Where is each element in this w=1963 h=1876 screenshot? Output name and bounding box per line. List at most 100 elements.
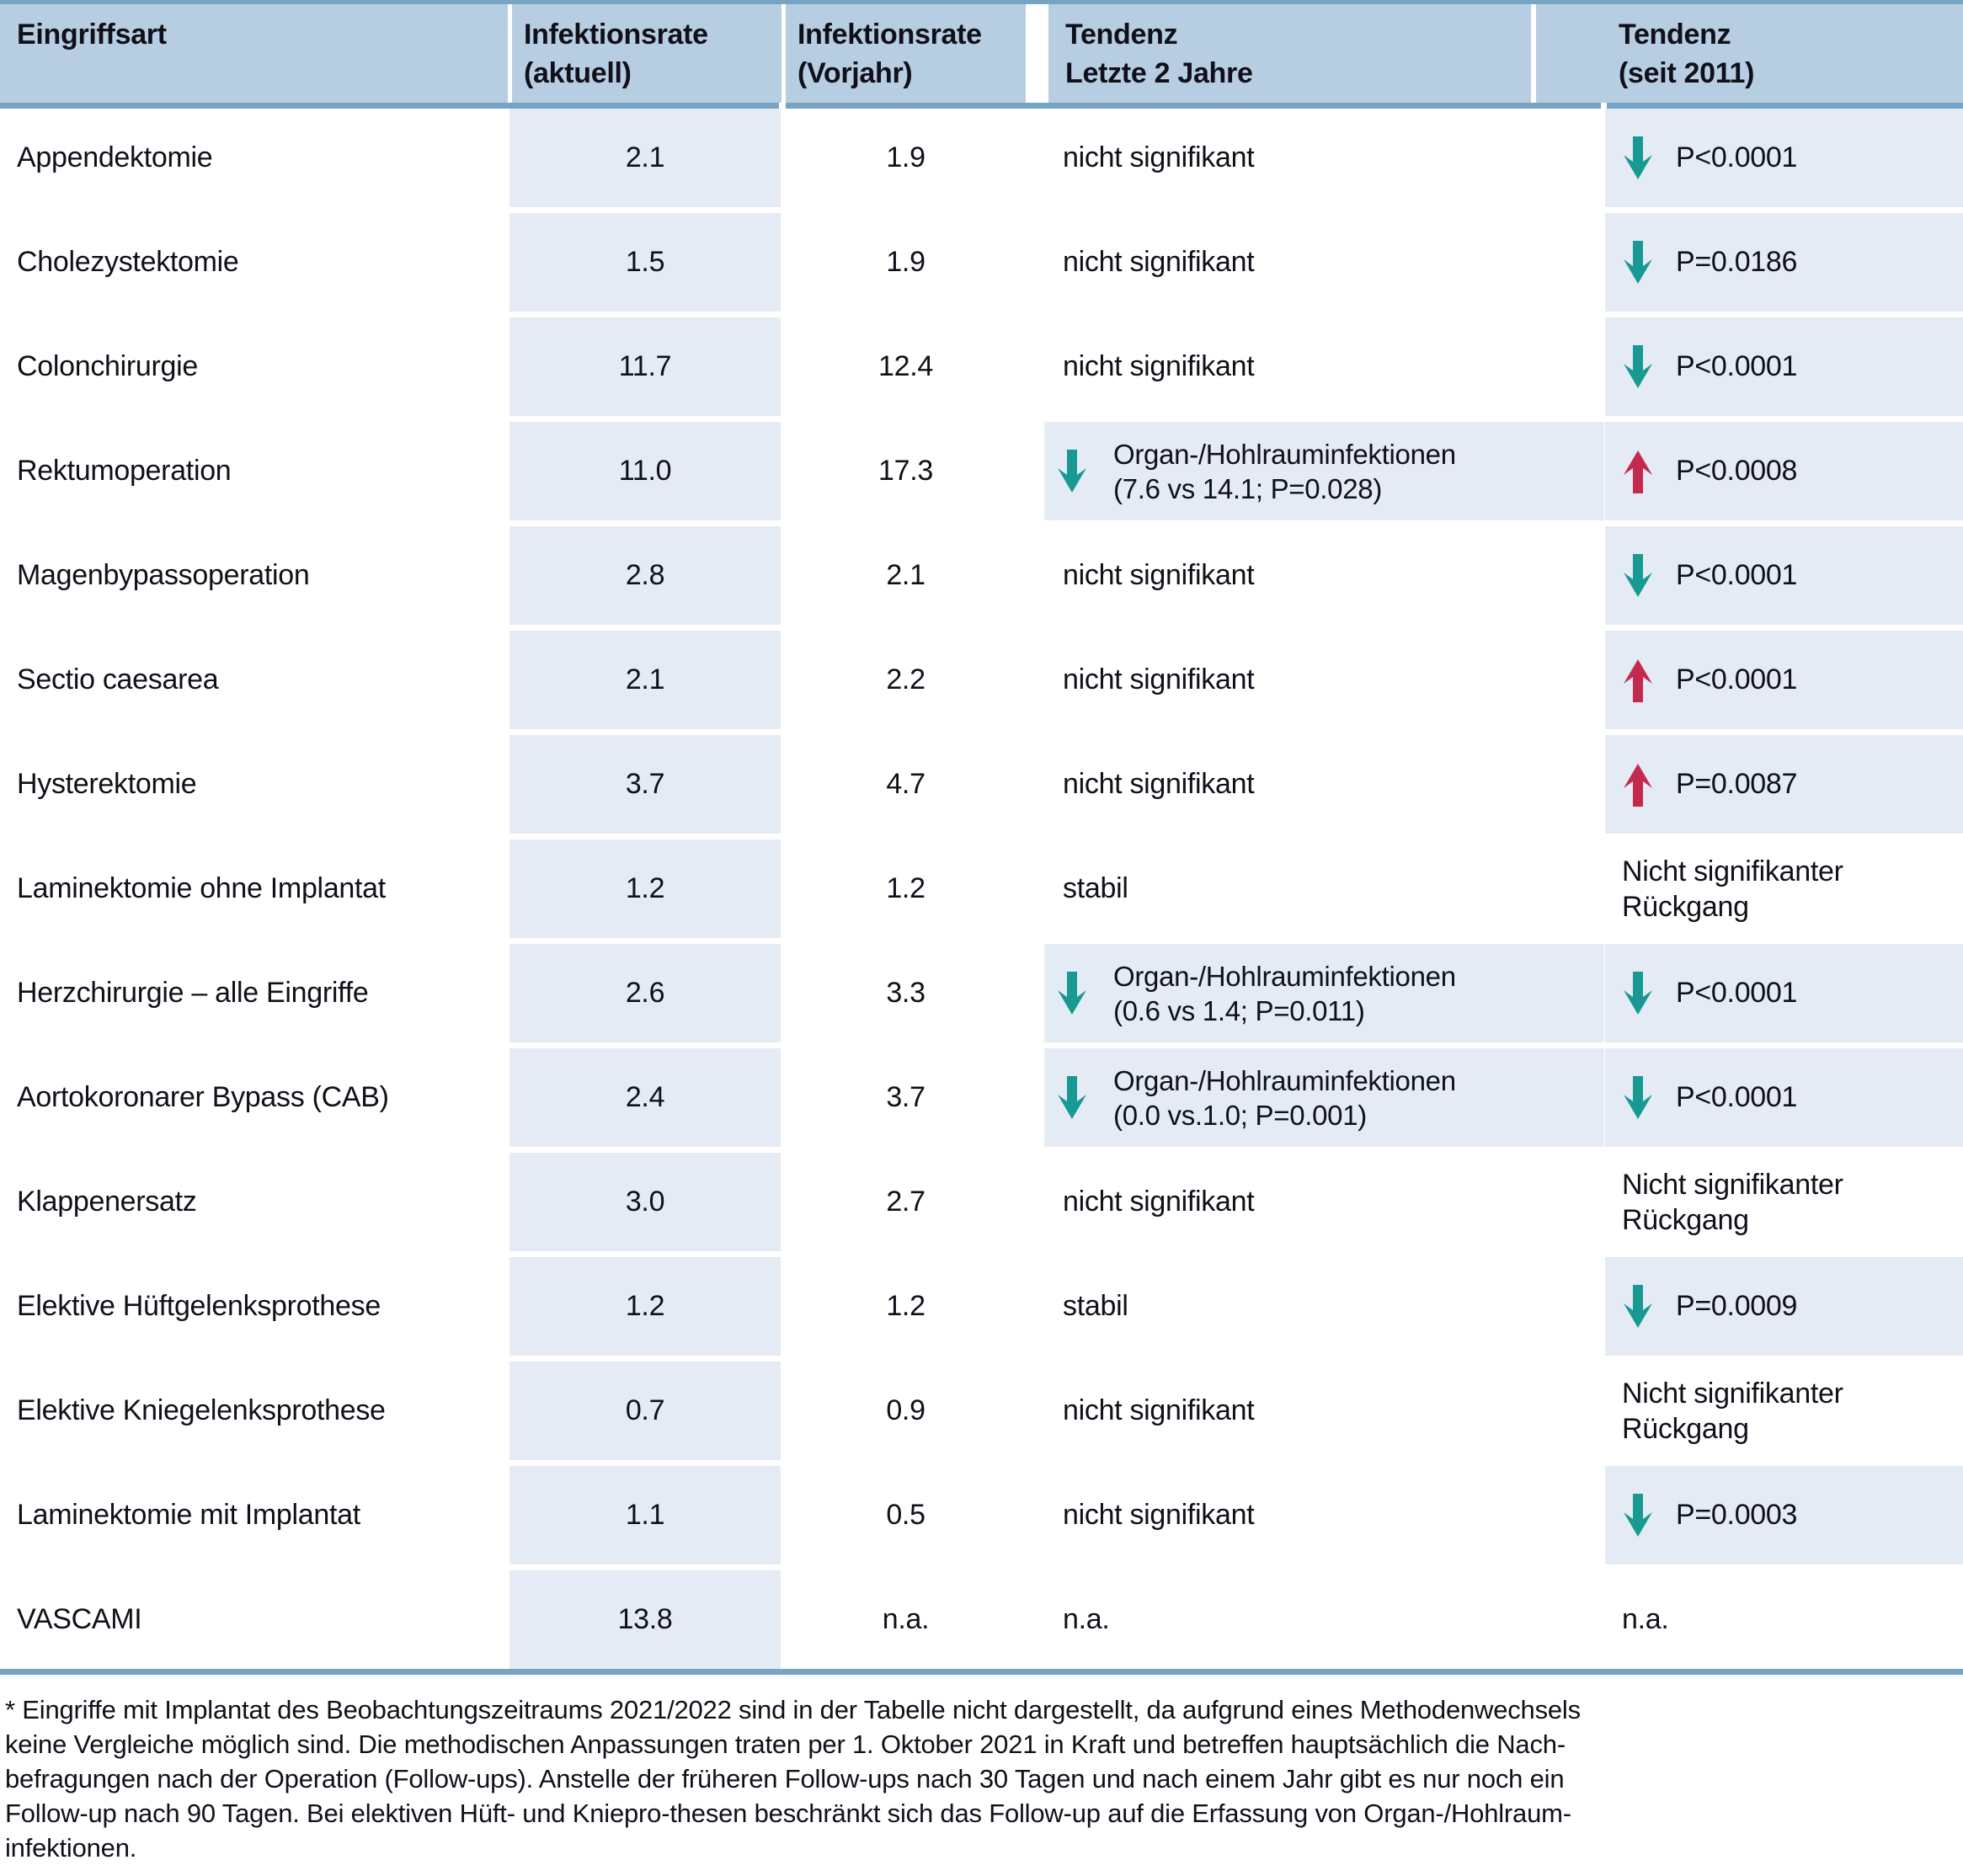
trend-text: P<0.0001 [1676, 664, 1798, 696]
trend-text: P<0.0001 [1676, 1081, 1798, 1113]
footnote-line: keine Vergleiche möglich sind. Die metho… [5, 1729, 1566, 1759]
trend-down-icon [1624, 553, 1652, 597]
trend-2years-cell: nicht signifikant [1044, 631, 1604, 729]
infection-rate-current-cell: 2.1 [509, 631, 781, 729]
column-header-rate-previous: Infektionsrate (Vorjahr) [786, 4, 1026, 103]
column-header-procedure: Eingriffsart [0, 4, 508, 103]
trend-text: P<0.0008 [1676, 455, 1798, 487]
trend-2years-cell: nicht signifikant [1044, 109, 1604, 207]
trend-down-icon [1624, 1284, 1652, 1328]
trend-text: P<0.0001 [1676, 141, 1798, 173]
trend-down-icon [1624, 344, 1652, 388]
infection-rate-previous-cell: 2.2 [786, 631, 1026, 729]
trend-text: nicht signifikant [1063, 350, 1255, 382]
table-row: Herzchirurgie – alle Eingriffe 2.6 3.3 O… [0, 944, 1963, 1042]
infection-rate-previous-cell: 12.4 [786, 317, 1026, 416]
table-row: Cholezystektomie 1.5 1.9 nicht signifika… [0, 213, 1963, 312]
trend-2years-cell: nicht signifikant [1044, 317, 1604, 416]
procedure-name: Cholezystektomie [17, 246, 239, 278]
infection-rate-current-value: 2.8 [625, 559, 665, 591]
trend-text: nicht signifikant [1063, 246, 1255, 278]
procedure-name: Laminektomie mit Implantat [17, 1499, 360, 1531]
infection-rate-current-value: 2.4 [625, 1081, 665, 1113]
infection-rate-current-value: 11.7 [618, 350, 672, 382]
trend-2years-cell: nicht signifikant [1044, 213, 1604, 312]
table-body: Appendektomie 2.1 1.9 nicht signifikant … [0, 109, 1963, 1669]
infection-rate-previous-value: 0.9 [886, 1394, 925, 1426]
column-header-label: Tendenz [1619, 19, 1731, 51]
trend-down-icon [1058, 449, 1086, 493]
infection-rate-current-cell: 2.6 [509, 944, 781, 1042]
trend-text: n.a. [1622, 1603, 1669, 1635]
infection-rate-previous-value: 4.7 [886, 768, 925, 800]
trend-since-2011-cell: P<0.0001 [1605, 631, 1963, 729]
trend-down-icon [1624, 1075, 1652, 1119]
infection-rate-previous-cell: 1.2 [786, 1257, 1026, 1356]
trend-since-2011-cell: P=0.0186 [1605, 213, 1963, 312]
trend-text: P=0.0087 [1676, 768, 1798, 800]
column-header-label: Letzte 2 Jahre [1065, 57, 1253, 89]
trend-2years-cell: Organ-/Hohlrauminfektionen (0.6 vs 1.4; P… [1044, 944, 1604, 1042]
trend-text: Nicht signifikanter Rückgang [1622, 1377, 1843, 1445]
procedure-name: Magenbypassoperation [17, 559, 310, 591]
table-row: Laminektomie mit Implantat 1.1 0.5 nicht… [0, 1466, 1963, 1564]
trend-since-2011-cell: Nicht signifikanter Rückgang [1605, 1153, 1963, 1251]
trend-text: Organ-/Hohlrauminfektionen (0.0 vs.1.0; P… [1113, 1064, 1456, 1131]
trend-text: nicht signifikant [1063, 559, 1255, 591]
trend-2years-cell: Organ-/Hohlrauminfektionen (7.6 vs 14.1; … [1044, 422, 1604, 520]
column-header-trend-2011: Tendenz (seit 2011) [1536, 4, 1963, 103]
table-row: Hysterektomie 3.7 4.7 nicht signifikant … [0, 735, 1963, 834]
table-row: Magenbypassoperation 2.8 2.1 nicht signi… [0, 526, 1963, 625]
infection-rate-current-cell: 3.7 [509, 735, 781, 834]
infection-rate-previous-cell: n.a. [786, 1570, 1026, 1669]
trend-down-icon [1624, 971, 1652, 1015]
trend-up-icon [1624, 658, 1652, 702]
infection-rate-previous-value: 2.2 [886, 664, 925, 696]
infection-rate-current-value: 3.0 [625, 1186, 665, 1218]
trend-text: P=0.0186 [1676, 246, 1798, 278]
trend-since-2011-cell: P<0.0001 [1605, 526, 1963, 625]
trend-since-2011-cell: P<0.0001 [1605, 317, 1963, 416]
procedure-name: Sectio caesarea [17, 664, 219, 696]
trend-text: P<0.0001 [1676, 977, 1798, 1009]
infection-rate-current-value: 11.0 [618, 455, 672, 487]
trend-text: stabil [1063, 1290, 1128, 1322]
infection-rate-current-value: 1.2 [625, 1290, 665, 1322]
trend-text: Organ-/Hohlrauminfektionen (0.6 vs 1.4; P… [1113, 960, 1456, 1026]
infection-rate-previous-cell: 1.2 [786, 839, 1026, 938]
column-header-label: (seit 2011) [1619, 57, 1755, 89]
infection-rate-current-value: 1.1 [625, 1499, 665, 1531]
infection-rate-previous-value: 12.4 [878, 350, 933, 382]
trend-2years-cell: nicht signifikant [1044, 526, 1604, 625]
trend-2years-cell: stabil [1044, 839, 1604, 938]
trend-text: P<0.0001 [1676, 559, 1798, 591]
trend-text: nicht signifikant [1063, 141, 1255, 173]
trend-up-icon [1624, 763, 1652, 807]
trend-2years-cell: nicht signifikant [1044, 1362, 1604, 1460]
infection-rate-current-cell: 2.4 [509, 1048, 781, 1147]
trend-text: nicht signifikant [1063, 1394, 1255, 1426]
infection-rate-previous-cell: 3.7 [786, 1048, 1026, 1147]
infection-rate-current-cell: 2.1 [509, 109, 781, 207]
infection-rate-current-value: 2.1 [625, 664, 665, 696]
infection-rate-previous-value: 1.2 [886, 872, 925, 904]
footnote-line: Follow-up nach 90 Tagen. Bei elektiven H… [5, 1799, 1571, 1828]
table-row: Appendektomie 2.1 1.9 nicht signifikant … [0, 109, 1963, 207]
trend-2years-cell: nicht signifikant [1044, 735, 1604, 834]
trend-since-2011-cell: P<0.0008 [1605, 422, 1963, 520]
trend-since-2011-cell: Nicht signifikanter Rückgang [1605, 1362, 1963, 1460]
infection-rate-current-value: 13.8 [617, 1603, 673, 1635]
infection-rate-current-value: 3.7 [625, 768, 665, 800]
trend-since-2011-cell: P<0.0001 [1605, 109, 1963, 207]
column-header-label: (aktuell) [524, 57, 632, 89]
procedure-name: Rektumoperation [17, 455, 232, 487]
table-row: Rektumoperation 11.0 17.3 Organ-/Hohlrau… [0, 422, 1963, 520]
trend-2years-cell: nicht signifikant [1044, 1466, 1604, 1564]
table-row: Aortokoronarer Bypass (CAB) 2.4 3.7 Orga… [0, 1048, 1963, 1147]
trend-2years-cell: stabil [1044, 1257, 1604, 1356]
trend-text: Nicht signifikanter Rückgang [1622, 855, 1843, 923]
infection-rate-previous-cell: 4.7 [786, 735, 1026, 834]
trend-down-icon [1624, 240, 1652, 284]
trend-2years-cell: Organ-/Hohlrauminfektionen (0.0 vs.1.0; P… [1044, 1048, 1604, 1147]
trend-text: Nicht signifikanter Rückgang [1622, 1168, 1843, 1236]
